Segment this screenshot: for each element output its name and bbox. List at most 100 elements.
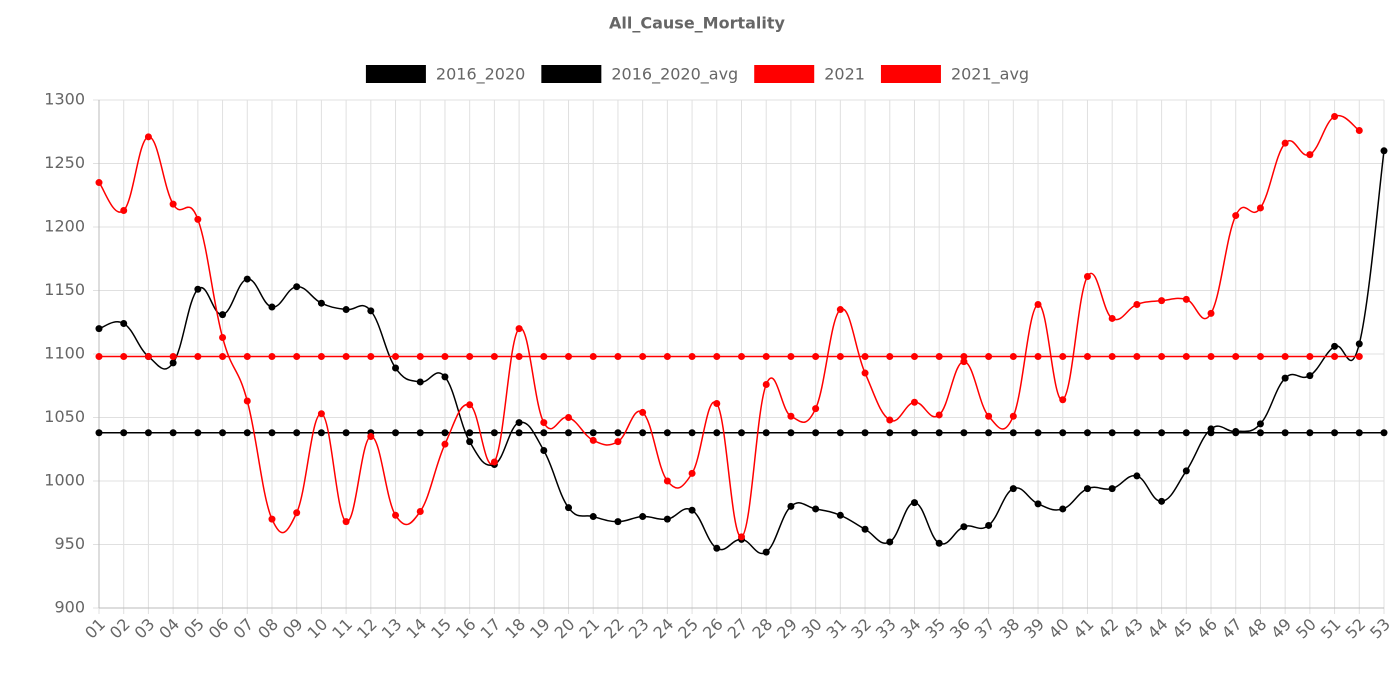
legend-swatch <box>754 65 815 83</box>
data-point <box>762 353 770 361</box>
data-point <box>910 429 918 437</box>
data-point <box>639 408 647 416</box>
data-point <box>169 353 177 361</box>
data-point <box>713 544 721 552</box>
x-tick-label: 34 <box>897 615 925 643</box>
data-point <box>935 539 943 547</box>
data-point <box>342 429 350 437</box>
data-point <box>466 438 474 446</box>
data-point <box>1281 139 1289 147</box>
data-point <box>1281 374 1289 382</box>
data-point <box>1083 353 1091 361</box>
data-point <box>416 429 424 437</box>
data-point <box>1306 353 1314 361</box>
data-point <box>1083 485 1091 493</box>
legend-label: 2016_2020 <box>436 65 525 85</box>
data-point <box>194 429 202 437</box>
data-point <box>120 353 128 361</box>
legend-label: 2016_2020_avg <box>611 65 738 85</box>
data-point <box>392 511 400 519</box>
x-tick-label: 29 <box>773 615 801 643</box>
data-point <box>1158 297 1166 305</box>
data-point <box>985 412 993 420</box>
data-point <box>95 353 103 361</box>
x-tick-label: 26 <box>699 615 727 643</box>
data-point <box>1182 467 1190 475</box>
data-point <box>663 477 671 485</box>
x-tick-label: 03 <box>131 615 159 643</box>
data-point <box>1232 212 1240 220</box>
data-point <box>960 523 968 531</box>
y-tick-label: 1050 <box>44 407 85 426</box>
data-point <box>243 397 251 405</box>
x-tick-label: 24 <box>650 615 678 643</box>
data-point <box>762 548 770 556</box>
x-tick-label: 14 <box>402 615 430 643</box>
data-point <box>219 429 227 437</box>
data-point <box>1009 412 1017 420</box>
x-tick-label: 02 <box>106 615 134 643</box>
data-point <box>565 504 573 512</box>
data-point <box>95 429 103 437</box>
data-point <box>1108 314 1116 322</box>
y-tick-label: 1150 <box>44 280 85 299</box>
x-tick-label: 12 <box>353 615 381 643</box>
data-point <box>144 133 152 141</box>
x-tick-label: 51 <box>1317 615 1345 643</box>
data-point <box>268 303 276 311</box>
data-point <box>836 306 844 314</box>
data-point <box>1158 353 1166 361</box>
data-point <box>812 405 820 413</box>
data-point <box>1182 295 1190 303</box>
data-point <box>515 353 523 361</box>
data-point <box>144 429 152 437</box>
data-point <box>342 518 350 526</box>
data-point <box>565 429 573 437</box>
x-tick-label: 35 <box>921 615 949 643</box>
data-point <box>614 518 622 526</box>
data-point <box>960 353 968 361</box>
x-tick-label: 11 <box>328 615 356 643</box>
x-tick-label: 09 <box>279 615 307 643</box>
data-point <box>589 436 597 444</box>
data-point <box>1059 429 1067 437</box>
data-point <box>1133 429 1141 437</box>
data-point <box>268 353 276 361</box>
data-point <box>861 369 869 377</box>
data-point <box>589 353 597 361</box>
data-point <box>589 429 597 437</box>
data-point <box>1207 309 1215 317</box>
x-tick-label: 30 <box>798 615 826 643</box>
x-tick-label: 10 <box>304 615 332 643</box>
data-point <box>1034 353 1042 361</box>
x-tick-label: 21 <box>575 615 603 643</box>
data-point <box>836 511 844 519</box>
data-point <box>861 429 869 437</box>
x-tick-label: 22 <box>600 615 628 643</box>
data-point <box>515 429 523 437</box>
x-tick-label: 48 <box>1243 615 1271 643</box>
data-point <box>95 325 103 333</box>
legend-swatch <box>541 65 602 83</box>
data-point <box>1331 342 1339 350</box>
data-point <box>565 414 573 421</box>
x-tick-label: 04 <box>155 615 183 643</box>
y-tick-label: 1300 <box>44 90 85 109</box>
data-point <box>441 440 449 448</box>
data-point <box>836 353 844 361</box>
data-point <box>960 429 968 437</box>
data-point <box>688 469 696 477</box>
y-tick-label: 1100 <box>44 344 85 363</box>
data-point <box>392 353 400 361</box>
data-point <box>1207 429 1215 437</box>
data-point <box>392 429 400 437</box>
x-tick-label: 28 <box>748 615 776 643</box>
data-point <box>688 353 696 361</box>
data-point <box>169 429 177 437</box>
x-tick-label: 53 <box>1366 615 1394 643</box>
data-point <box>194 285 202 293</box>
data-point <box>1108 485 1116 493</box>
data-point <box>342 306 350 314</box>
data-point <box>1108 429 1116 437</box>
data-point <box>589 513 597 521</box>
